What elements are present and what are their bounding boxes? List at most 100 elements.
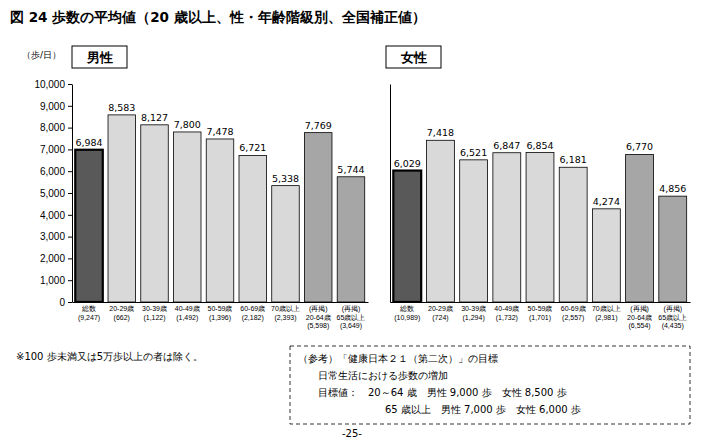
x-tick-label-line: (10,989): [394, 314, 420, 322]
y-tick-mark: [68, 237, 72, 238]
x-tick-label-line: (1,294): [463, 314, 485, 322]
y-tick: 7,000: [40, 144, 72, 155]
bar: [304, 133, 332, 302]
x-tick: (再掲)20-64歳(6,554): [627, 305, 652, 330]
x-tick: 70歳以上(2,393): [271, 305, 300, 322]
x-tick-label: 60-69歳(2,182): [240, 305, 265, 322]
x-tick-label-line: (5,598): [307, 322, 329, 330]
x-tick-label-line: 50-59歳: [208, 305, 233, 312]
y-tick-mark: [68, 84, 72, 85]
panel-title-box: [386, 46, 441, 68]
x-tick-label-line: 50-59歳: [528, 305, 553, 312]
x-tick-label-line: 30-39歳: [142, 305, 167, 312]
y-tick-label: 6,000: [40, 166, 65, 177]
data-label: 8,583: [108, 102, 135, 113]
x-tick-label-line: (再掲): [630, 305, 649, 313]
x-tick-label-line: (1,701): [529, 314, 551, 322]
x-tick-label: (再掲)20-64歳(5,598): [306, 305, 331, 330]
y-tick-label: 10,000: [34, 79, 65, 90]
x-tick-label: (再掲)65歳以上(3,649): [337, 305, 366, 330]
y-tick: 2,000: [40, 253, 72, 264]
x-tick-label-line: 70歳以上: [592, 305, 621, 312]
x-tick-label-line: (2,981): [595, 314, 617, 322]
x-tick-label-line: (662): [114, 314, 130, 322]
bar: [393, 171, 421, 302]
bar: [493, 153, 521, 302]
bar: [460, 160, 488, 302]
data-label: 6,984: [75, 137, 102, 148]
x-tick-label-line: (1,122): [143, 314, 165, 322]
x-tick-label-line: 70歳以上: [271, 305, 300, 312]
data-labels: 6,9848,5838,1277,8007,4786,7215,3387,769…: [75, 102, 364, 184]
x-tick-label-line: 20-64歳: [627, 314, 652, 321]
x-tick-label-line: (2,557): [562, 314, 584, 322]
data-label: 7,800: [174, 119, 201, 130]
data-label: 6,181: [560, 154, 587, 165]
data-label: 6,847: [493, 140, 520, 151]
x-tick-label-line: (3,649): [340, 322, 362, 330]
y-tick-mark: [68, 258, 72, 259]
x-tick-label: 総数(9,247): [78, 305, 100, 322]
y-tick-label: 1,000: [40, 275, 65, 286]
y-tick: 9,000: [40, 101, 72, 112]
y-axis: [390, 85, 391, 303]
x-tick-label-line: 40-49歳: [494, 305, 519, 312]
panel-title-box: [72, 46, 127, 68]
y-tick-mark: [68, 106, 72, 107]
reference-text: 日常生活における歩数の増加: [318, 370, 448, 381]
x-tick-label-line: (1,492): [176, 314, 198, 322]
x-tick: 60-69歳(2,182): [240, 305, 265, 322]
x-tick: 40-49歳 (1,732): [494, 305, 519, 322]
bar: [526, 153, 554, 302]
reference-text: 65 歳以上 男性 7,000 歩 女性 6,000 歩: [385, 404, 581, 415]
x-axis: 総数(9,247) 20-29歳(662) 30-39歳 (1,122) 40-49歳(…: [73, 303, 369, 331]
data-label: 4,856: [659, 183, 686, 194]
data-label: 5,744: [337, 164, 364, 175]
panel: 女性総数(10,989)20-29歳(724)30-39歳(1,294)40-4…: [386, 46, 691, 330]
footnote: ※100 歩未満又は5万歩以上の者は除く。: [16, 351, 203, 362]
data-label: 6,721: [239, 142, 266, 153]
x-tick: 総数(9,247): [78, 305, 100, 322]
bar: [108, 115, 136, 302]
title: 図 24 歩数の平均値（20 歳以上、性・年齢階級別、全国補正値）: [10, 9, 426, 25]
y-tick: 10,000: [34, 79, 72, 90]
data-label: 6,854: [526, 140, 553, 151]
y-tick: 0: [59, 297, 72, 308]
x-tick-label-line: (再掲): [663, 305, 682, 313]
data-label: 7,478: [206, 126, 233, 137]
y-axis-line: [72, 85, 73, 303]
bar: [206, 139, 234, 302]
x-tick-label-line: (9,247): [78, 314, 100, 322]
data-label: 6,521: [460, 147, 487, 158]
y-tick: 8,000: [40, 122, 72, 133]
y-axis: 01,0002,0003,0004,0005,0006,0007,0008,00…: [34, 79, 72, 308]
x-tick-label: 40-49歳(1,492): [175, 305, 200, 322]
y-tick: 1,000: [40, 275, 72, 286]
x-tick: 40-49歳(1,492): [175, 305, 200, 322]
x-tick-label-line: 総数: [399, 305, 414, 312]
x-tick-label: 総数 (10,989): [394, 305, 420, 322]
background: [0, 0, 710, 441]
x-tick-label: 50-59歳(1,396): [208, 305, 233, 322]
x-tick-label-line: (724): [432, 314, 448, 322]
y-tick-mark: [68, 128, 72, 129]
data-labels: 6,0297,4186,5216,8476,8546,1814,2746,770…: [394, 127, 687, 207]
bar: [427, 140, 455, 302]
panel-title: 男性: [86, 50, 113, 65]
y-tick: 5,000: [40, 188, 72, 199]
data-label: 5,338: [272, 173, 299, 184]
x-tick-label: 50-59歳 (1,701): [528, 305, 553, 322]
x-tick-label-line: (1,732): [496, 314, 518, 322]
bars: [393, 140, 686, 302]
y-tick-mark: [68, 280, 72, 281]
y-tick-label: 5,000: [40, 188, 65, 199]
x-tick: 20-29歳(662): [109, 305, 134, 322]
bar: [174, 132, 202, 302]
x-tick-label-line: 65歳以上: [337, 314, 366, 321]
x-tick-label: (再掲)20-64歳(6,554): [627, 305, 652, 330]
x-tick-label: (再掲)65歳以上(4,435): [658, 305, 687, 330]
y-tick-label: 3,000: [40, 231, 65, 242]
x-tick-label-line: 60-69歳: [240, 305, 265, 312]
x-tick-label-line: 20-64歳: [306, 314, 331, 321]
x-tick: 50-59歳 (1,701): [528, 305, 553, 322]
